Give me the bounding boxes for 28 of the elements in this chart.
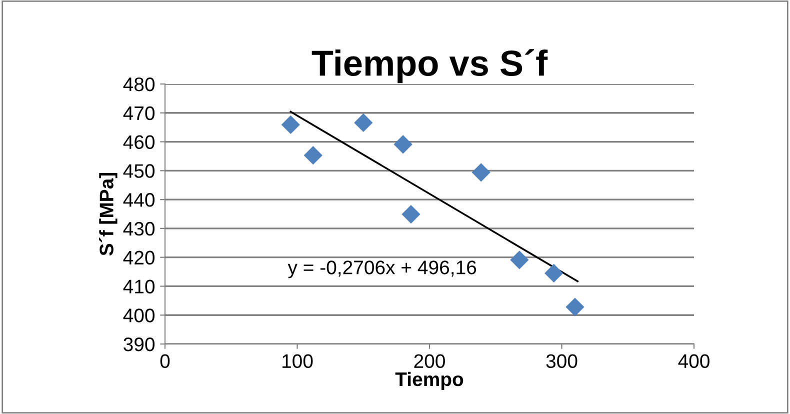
annotation: y = -0,2706x + 496,16 <box>288 260 476 278</box>
point <box>566 298 584 316</box>
point <box>544 264 564 283</box>
x-tick-label: 300 <box>546 354 578 368</box>
y-tick-label: 400 <box>123 308 155 322</box>
x-tick-label: 100 <box>282 354 313 368</box>
x-axis-title: Tiempo <box>395 372 464 390</box>
y-tick-label: 460 <box>123 135 155 150</box>
point <box>394 135 412 154</box>
y-tick-label: 390 <box>124 337 155 352</box>
point <box>304 146 322 165</box>
point <box>281 115 300 134</box>
x-tick-label: 200 <box>414 354 445 368</box>
x-tick-label: 400 <box>678 354 710 368</box>
y-tick-label: 470 <box>123 106 155 120</box>
y-tick-label: 420 <box>123 250 155 265</box>
point <box>354 113 373 132</box>
y-tick-label: 440 <box>123 193 155 207</box>
point <box>472 163 490 182</box>
y-tick-label: 450 <box>123 164 155 178</box>
point <box>510 250 529 270</box>
chart-title: Tiempo vs S´f <box>312 49 548 84</box>
y-tick-label: 410 <box>123 280 155 294</box>
y-tick-label: 430 <box>123 222 155 236</box>
x-tick-label: 0 <box>160 354 170 368</box>
y-tick-label: 480 <box>123 77 155 92</box>
point <box>402 204 420 224</box>
y-axis-title: S´f [MPa] <box>98 172 118 256</box>
